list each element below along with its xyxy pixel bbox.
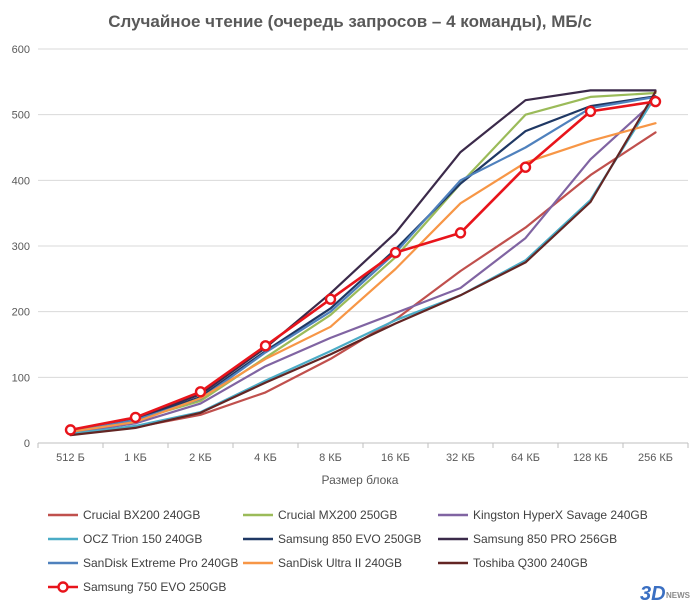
- x-tick-label: 1 КБ: [124, 452, 147, 464]
- legend-item: Kingston HyperX Savage 240GB: [438, 508, 648, 522]
- series-group: [69, 95, 657, 433]
- series-group: [69, 89, 657, 433]
- legend-label: Samsung 850 EVO 250GB: [278, 532, 421, 546]
- legend-label: Kingston HyperX Savage 240GB: [473, 508, 648, 522]
- legend-item: Crucial MX200 250GB: [243, 508, 397, 522]
- x-tick-label: 512 Б: [56, 452, 85, 464]
- series-point: [454, 227, 467, 239]
- series-line: [69, 122, 657, 433]
- series-point: [194, 386, 207, 398]
- legend-item: OCZ Trion 150 240GB: [48, 532, 202, 546]
- x-tick-label: 256 КБ: [638, 452, 673, 464]
- legend-item: SanDisk Extreme Pro 240GB: [48, 556, 238, 570]
- legend-item: SanDisk Ultra II 240GB: [243, 556, 402, 570]
- y-tick-label: 300: [12, 241, 30, 253]
- series-point: [64, 424, 77, 436]
- legend-item: Crucial BX200 240GB: [48, 508, 200, 522]
- y-tick-label: 0: [24, 438, 30, 450]
- series-group: [69, 99, 657, 435]
- series-point: [649, 95, 662, 108]
- series-line: [69, 99, 657, 435]
- x-axis-title: Размер блока: [322, 473, 399, 487]
- series-lines: [64, 89, 662, 437]
- legend-item: Samsung 850 PRO 256GB: [438, 532, 617, 546]
- legend: Crucial BX200 240GB Crucial MX200 250GB Ki…: [48, 508, 648, 594]
- series-point: [389, 246, 402, 259]
- legend-label: SanDisk Extreme Pro 240GB: [83, 556, 238, 570]
- y-tick-label: 500: [12, 110, 30, 122]
- gridlines: [38, 48, 688, 378]
- x-tick-label: 64 КБ: [511, 452, 540, 464]
- series-point: [519, 161, 532, 173]
- legend-label: Samsung 850 PRO 256GB: [473, 532, 617, 546]
- logo-news-mark: NEWS: [666, 591, 691, 600]
- series-group: [69, 90, 657, 437]
- legend-label: SanDisk Ultra II 240GB: [278, 556, 402, 570]
- series-group: [69, 122, 657, 433]
- x-tick-label: 16 КБ: [381, 452, 410, 464]
- series-line: [69, 90, 657, 437]
- y-tick-label: 200: [12, 307, 30, 319]
- series-line: [69, 100, 657, 432]
- series-point: [584, 105, 597, 118]
- x-tick-label: 32 КБ: [446, 452, 475, 464]
- series-point: [324, 293, 337, 305]
- 3dnews-logo: 3D NEWS: [636, 583, 696, 605]
- legend-label: Toshiba Q300 240GB: [473, 556, 588, 570]
- legend-label: OCZ Trion 150 240GB: [83, 532, 202, 546]
- series-group: [69, 95, 657, 435]
- legend-marker: [57, 581, 69, 593]
- y-tick-label: 400: [12, 175, 30, 187]
- series-point: [259, 340, 272, 352]
- x-tick-label: 128 КБ: [573, 452, 608, 464]
- series-line: [69, 95, 657, 435]
- legend-item: Samsung 850 EVO 250GB: [243, 532, 421, 546]
- x-tick-label: 4 КБ: [254, 452, 277, 464]
- axes: 0 100 200 300 400 500 600 512 Б 1 КБ 2 КБ 4 КБ 8 КБ…: [12, 44, 689, 464]
- y-tick-label: 600: [12, 44, 30, 56]
- logo-background: [636, 583, 696, 603]
- legend-label: Crucial BX200 240GB: [83, 508, 200, 522]
- chart-title: Случайное чтение (очередь запросов – 4 к…: [108, 12, 592, 31]
- logo-3d-mark: 3D: [640, 583, 666, 605]
- series-line: [69, 89, 657, 433]
- legend-item: Samsung 750 EVO 250GB: [48, 580, 226, 594]
- series-point: [129, 411, 142, 424]
- legend-item: Toshiba Q300 240GB: [438, 556, 588, 570]
- series-line: [69, 95, 657, 433]
- x-tick-label: 2 КБ: [189, 452, 212, 464]
- x-tick-label: 8 КБ: [319, 452, 342, 464]
- legend-label: Crucial MX200 250GB: [278, 508, 397, 522]
- legend-label: Samsung 750 EVO 250GB: [83, 580, 226, 594]
- series-group: [64, 95, 662, 436]
- y-tick-label: 100: [12, 372, 30, 384]
